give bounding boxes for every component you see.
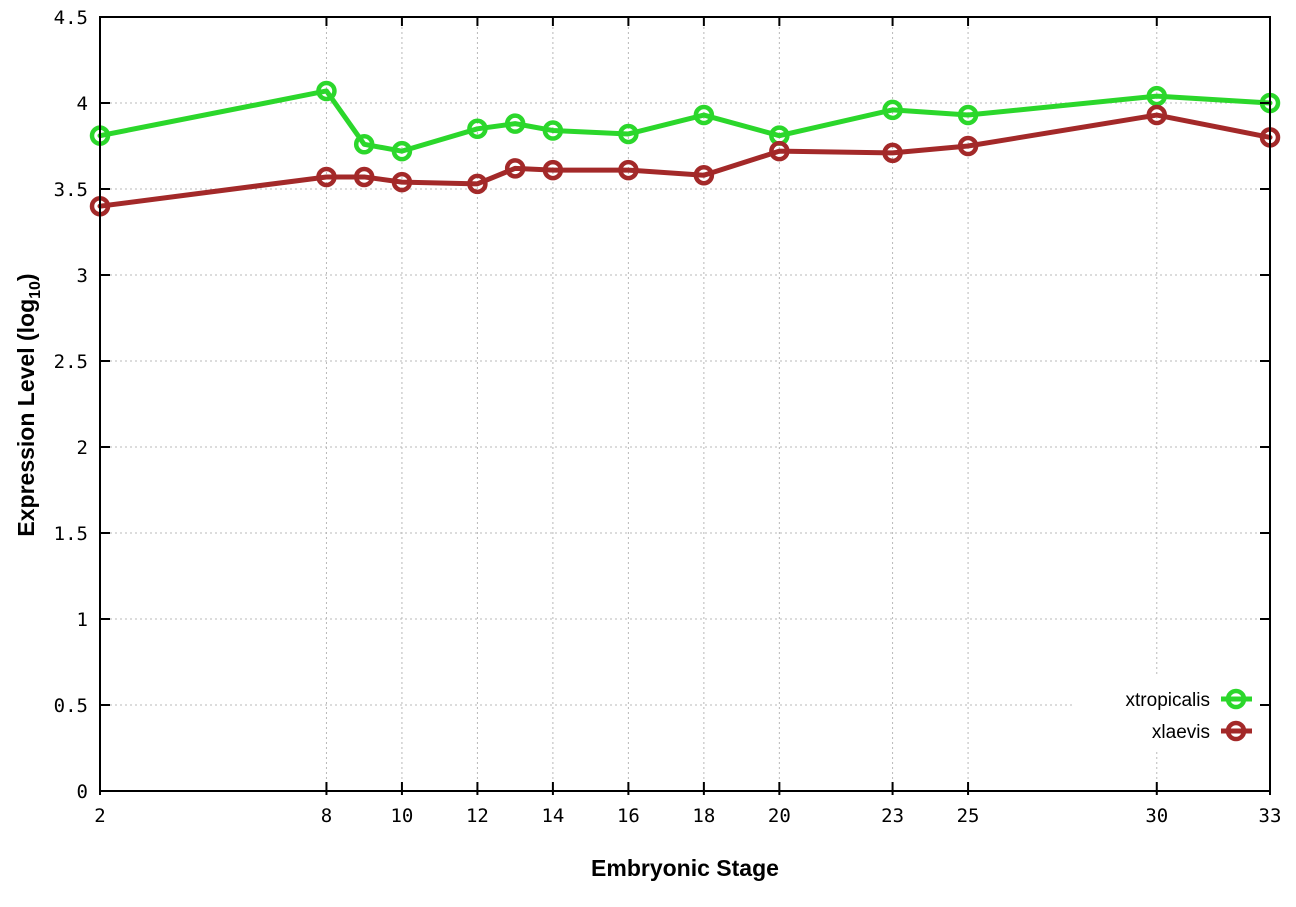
x-tick-label: 2 — [94, 805, 105, 827]
data-point-xlaevis — [957, 135, 979, 157]
y-tick-label: 1.5 — [54, 523, 88, 545]
data-point-xtropicalis — [882, 99, 903, 121]
plot-border — [99, 16, 1271, 792]
y-axis-title-close: ) — [13, 273, 39, 281]
data-point-xlaevis — [618, 159, 639, 181]
x-tick-label: 16 — [617, 805, 640, 827]
x-tick-label: 33 — [1259, 805, 1282, 827]
y-tick-label: 0.5 — [54, 695, 88, 717]
data-point-xtropicalis — [504, 113, 526, 134]
legend-label: xtropicalis — [1126, 690, 1210, 711]
y-axis-title: Expression Level (log10) — [13, 273, 44, 536]
tick-labels: 2 8 10 12 14 16 18 20 23 25 30 33 0 0.5 1 1.5 2 2.5 3 3.5 4 4… — [54, 7, 1282, 827]
y-axis-title-subscript: 10 — [27, 281, 44, 299]
data-point-xlaevis — [353, 166, 375, 188]
data-point-xlaevis — [467, 173, 488, 195]
x-tick-label: 18 — [692, 805, 715, 827]
data-point-xlaevis — [391, 171, 413, 193]
data-point-xlaevis — [693, 164, 715, 186]
y-tick-label: 2 — [77, 437, 88, 459]
y-tick-label: 2.5 — [54, 351, 88, 373]
data-point-xtropicalis — [391, 140, 413, 162]
x-tick-label: 30 — [1145, 805, 1168, 827]
data-point-xlaevis — [1146, 104, 1168, 126]
data-point-xlaevis — [542, 159, 564, 181]
gridlines — [100, 17, 1270, 791]
legend-entry-xtropicalis: xtropicalis — [1126, 688, 1252, 711]
legend-marker-icon — [1225, 720, 1247, 742]
data-point-xtropicalis — [353, 134, 375, 155]
x-tick-label: 12 — [466, 805, 489, 827]
series-line-xtropicalis — [97, 88, 1273, 154]
data-point-xlaevis — [882, 142, 903, 164]
legend-marker-icon — [1225, 688, 1247, 710]
y-tick-label: 3.5 — [54, 179, 88, 201]
data-point-xtropicalis — [316, 80, 337, 102]
data-point-xtropicalis — [467, 118, 488, 140]
x-tick-label: 8 — [321, 805, 332, 827]
data-point-xlaevis — [316, 166, 337, 188]
y-tick-label: 0 — [77, 781, 88, 803]
y-tick-label: 4.5 — [54, 7, 88, 29]
y-tick-label: 1 — [77, 609, 88, 631]
data-point-xtropicalis — [618, 123, 639, 145]
data-point-xtropicalis — [693, 104, 715, 126]
series-line-xlaevis — [97, 112, 1273, 209]
data-point-xtropicalis — [542, 120, 564, 141]
data-point-xtropicalis — [957, 104, 979, 126]
x-tick-label: 23 — [881, 805, 904, 827]
plot-frame — [99, 16, 1271, 795]
data-point-xtropicalis — [1146, 85, 1168, 107]
x-axis-title: Embryonic Stage — [591, 855, 779, 881]
series-layer — [89, 80, 1281, 217]
data-point-xlaevis — [504, 158, 526, 179]
x-tick-label: 14 — [541, 805, 564, 827]
x-tick-label: 10 — [390, 805, 413, 827]
y-tick-label: 4 — [77, 93, 88, 115]
y-tick-label: 3 — [77, 265, 88, 287]
y-axis-title-text: Expression Level (log — [13, 299, 39, 537]
legend-label: xlaevis — [1152, 722, 1210, 743]
legend-entry-xlaevis: xlaevis — [1152, 720, 1252, 743]
legend: xtropicalis xlaevis — [1072, 676, 1268, 752]
x-tick-label: 20 — [768, 805, 791, 827]
x-tick-label: 25 — [957, 805, 980, 827]
data-point-xlaevis — [769, 140, 790, 162]
